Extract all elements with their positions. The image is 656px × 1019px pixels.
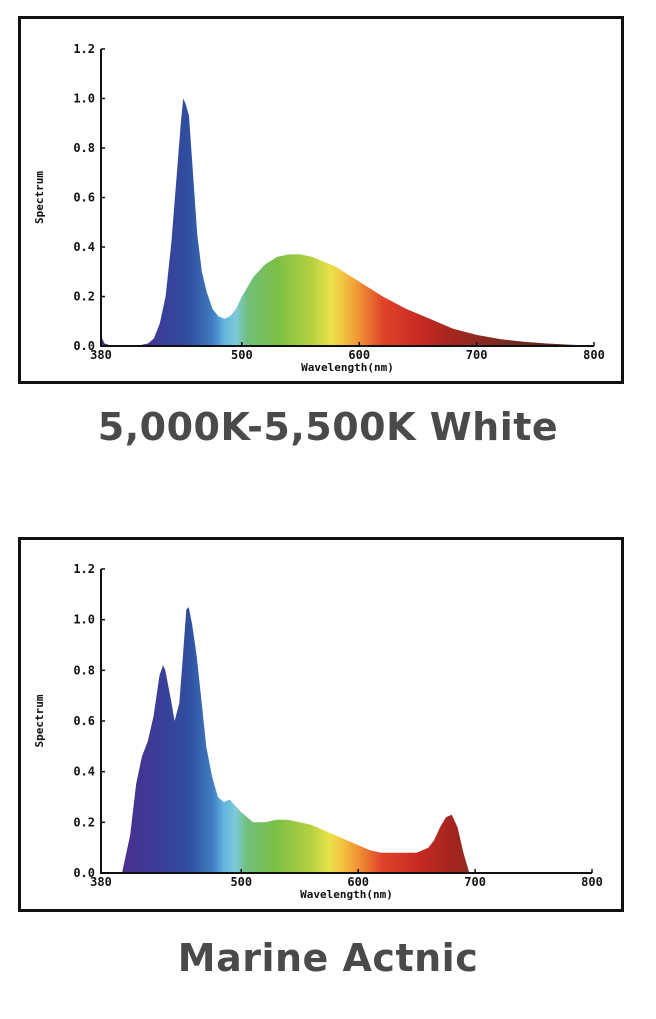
y-tick-label: 0.0 xyxy=(73,339,95,353)
spectrum-chart-white: 0.0 0.2 0.4 0.6 0.8 1.0 1.2 380 500 600 700 800 Wave… xyxy=(33,42,605,374)
chart-panel-white: 0.0 0.2 0.4 0.6 0.8 1.0 1.2 380 500 600 700 800 Wave… xyxy=(18,16,624,384)
x-tick-label: 700 xyxy=(466,348,488,362)
y-axis-label: Spectrum xyxy=(33,694,46,747)
x-tick-label: 800 xyxy=(583,348,605,362)
y-tick-label: 1.2 xyxy=(73,562,95,576)
y-tick-label: 1.0 xyxy=(73,92,95,106)
y-tick-label: 0.0 xyxy=(73,866,95,880)
y-tick-label: 0.4 xyxy=(73,240,95,254)
spectrum-chart-marine: 0.0 0.2 0.4 0.6 0.8 1.0 1.2 380 500 600 700 800 Wave… xyxy=(33,562,603,901)
chart-caption-white: 5,000K-5,500K White xyxy=(97,405,559,449)
y-tick-label: 1.0 xyxy=(73,613,95,627)
chart-caption-marine: Marine Actnic xyxy=(177,936,479,980)
y-tick-label: 0.8 xyxy=(73,141,95,155)
x-axis-label: Wavelength(nm) xyxy=(300,888,393,901)
x-tick-label: 380 xyxy=(90,875,112,889)
x-axis-label: Wavelength(nm) xyxy=(301,361,394,374)
y-tick-label: 0.2 xyxy=(73,290,95,304)
x-tick-label: 600 xyxy=(347,875,369,889)
y-axis-label: Spectrum xyxy=(33,171,46,224)
spectrum-area xyxy=(122,607,470,873)
x-tick-label: 600 xyxy=(348,348,370,362)
y-tick-label: 0.2 xyxy=(73,815,95,829)
y-tick-label: 0.6 xyxy=(73,191,95,205)
y-tick-label: 0.4 xyxy=(73,765,95,779)
x-tick-label: 500 xyxy=(231,348,253,362)
x-tick-label: 380 xyxy=(90,348,112,362)
y-tick-label: 1.2 xyxy=(73,42,95,56)
y-tick-label: 0.8 xyxy=(73,663,95,677)
chart-panel-marine: 0.0 0.2 0.4 0.6 0.8 1.0 1.2 380 500 600 700 800 Wave… xyxy=(18,537,624,912)
y-tick-label: 0.6 xyxy=(73,714,95,728)
x-tick-label: 800 xyxy=(581,875,603,889)
x-tick-label: 500 xyxy=(230,875,252,889)
spectrum-area xyxy=(101,98,594,346)
x-tick-label: 700 xyxy=(464,875,486,889)
